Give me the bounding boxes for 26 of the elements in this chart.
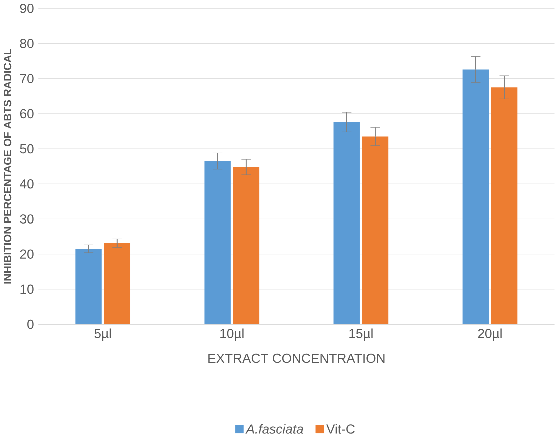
x-tick-label: 15µl	[350, 328, 373, 341]
x-axis-title: EXTRACT CONCENTRATION	[208, 354, 385, 364]
bar	[491, 87, 518, 324]
bar	[76, 248, 102, 324]
bar	[362, 136, 389, 324]
x-tick-label: 20µl	[478, 328, 502, 341]
y-tick-label: 40	[20, 179, 34, 189]
y-tick-label: 0	[28, 320, 34, 329]
bar	[462, 70, 490, 324]
y-tick-label: 90	[20, 4, 34, 14]
y-tick-label: 80	[20, 38, 34, 48]
legend-label: Vit-C	[326, 424, 355, 434]
legend-label: A.fasciata	[246, 424, 304, 434]
bar	[204, 161, 231, 324]
y-tick-label: 20	[20, 250, 34, 259]
y-tick-label: 60	[20, 109, 34, 118]
bar	[104, 243, 131, 324]
bar	[233, 167, 260, 324]
bar	[334, 122, 360, 324]
y-tick-label: 10	[20, 284, 34, 294]
x-tick-label: 5µl	[94, 328, 112, 341]
x-tick-label: 10µl	[220, 328, 244, 341]
y-tick-label: 50	[20, 144, 34, 154]
y-axis-title: INHIBITION PERCENTAGE OF ABTS RADICAL	[4, 48, 12, 284]
y-tick-label: 30	[20, 214, 34, 224]
y-tick-label: 70	[20, 74, 34, 84]
